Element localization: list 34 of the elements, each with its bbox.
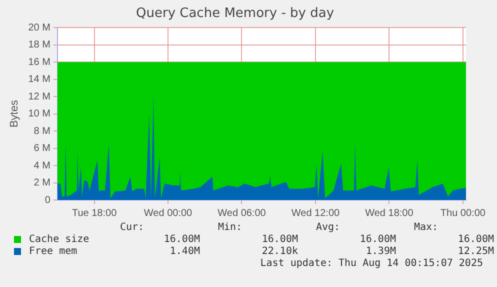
text: 1.40M bbox=[168, 246, 200, 258]
chart-title: Query Cache Memory - by day bbox=[136, 6, 334, 22]
text: Last update: Thu Aug 14 00:15:07 2025 bbox=[260, 258, 483, 270]
x-tick-label: Wed 00:00 bbox=[144, 208, 193, 219]
x-tick-label: Thu 00:00 bbox=[440, 208, 486, 219]
text: Avg: bbox=[316, 222, 342, 234]
y-tick-label: 20 M bbox=[28, 22, 50, 34]
y-tick-label: 14 M bbox=[28, 74, 50, 86]
y-tick-label: 2 M bbox=[34, 178, 50, 189]
x-tick-label: Wed 18:00 bbox=[365, 208, 414, 219]
text: 1.39M bbox=[364, 246, 396, 258]
x-tick-label: Tue 18:00 bbox=[72, 208, 118, 219]
text: 22.10k bbox=[260, 246, 298, 258]
y-tick-label: 12 M bbox=[28, 91, 50, 102]
y-tick-label: 8 M bbox=[34, 126, 50, 137]
text: 16.00M bbox=[456, 234, 494, 246]
text: Max: bbox=[414, 222, 440, 234]
text: 12.25M bbox=[456, 246, 494, 258]
text: 16.00M bbox=[358, 234, 396, 246]
legend-label: Free mem bbox=[28, 246, 78, 258]
y-tick-label: 16 M bbox=[28, 56, 50, 68]
text: Cur: bbox=[120, 222, 146, 234]
y-tick-label: 10 M bbox=[28, 108, 50, 120]
legend-label: Cache size bbox=[28, 234, 90, 246]
text: 16.00M bbox=[260, 234, 298, 246]
y-axis-title: Bytes bbox=[8, 100, 21, 128]
x-tick-label: Wed 06:00 bbox=[218, 208, 266, 219]
text: 16.00M bbox=[162, 234, 200, 246]
y-tick-label: 6 M bbox=[34, 143, 50, 154]
y-tick-label: 0 bbox=[44, 194, 51, 206]
text: Min: bbox=[218, 222, 244, 234]
x-tick-label: Wed 12:00 bbox=[291, 208, 340, 219]
y-tick-label: 4 M bbox=[34, 160, 50, 172]
y-tick-label: 18 M bbox=[28, 40, 50, 51]
